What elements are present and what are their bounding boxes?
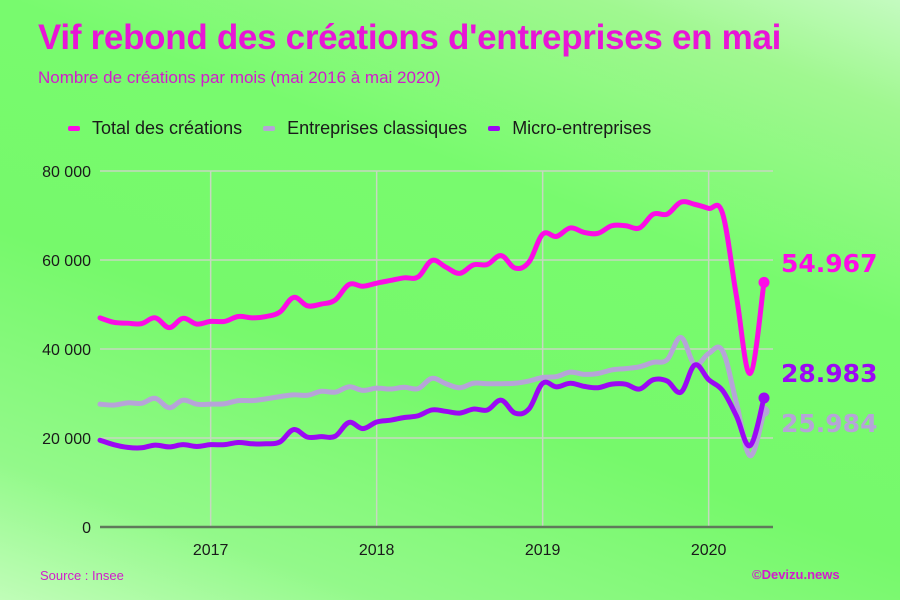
legend-label-classiques: Entreprises classiques bbox=[287, 118, 468, 138]
chart-title: Vif rebond des créations d'entreprises e… bbox=[38, 18, 782, 57]
y-tick-label: 20 000 bbox=[42, 431, 91, 448]
y-tick-label: 60 000 bbox=[42, 253, 91, 270]
x-axis-ticks: 2017 2018 2019 2020 bbox=[193, 542, 727, 559]
legend-label-micro: Micro-entreprises bbox=[512, 118, 652, 138]
end-label-micro: 28.983 bbox=[781, 359, 877, 388]
end-label-total: 54.967 bbox=[781, 249, 877, 278]
x-tick-label: 2020 bbox=[691, 542, 727, 559]
source-note: Source : Insee bbox=[40, 568, 124, 583]
end-value-labels: 54.967 28.983 25.984 bbox=[781, 249, 877, 438]
legend-swatch-micro bbox=[488, 126, 501, 131]
end-label-classiques: 25.984 bbox=[781, 409, 877, 438]
series-classiques-line bbox=[97, 334, 767, 459]
legend-item-total: Total des créations bbox=[68, 118, 242, 139]
series-micro-end-dot bbox=[758, 392, 770, 404]
legend-swatch-classiques bbox=[263, 126, 276, 131]
credit-note: ©Devizu.news bbox=[752, 567, 840, 582]
y-axis-ticks: 0 20 000 40 000 60 000 80 000 bbox=[42, 164, 91, 537]
legend-item-classiques: Entreprises classiques bbox=[263, 118, 467, 139]
series-lines bbox=[97, 199, 770, 459]
y-tick-label: 0 bbox=[82, 520, 91, 537]
legend-item-micro: Micro-entreprises bbox=[488, 118, 651, 139]
series-total-end-dot bbox=[758, 276, 770, 288]
legend-label-total: Total des créations bbox=[92, 118, 243, 138]
y-tick-label: 80 000 bbox=[42, 164, 91, 181]
legend-swatch-total bbox=[68, 126, 80, 131]
x-tick-label: 2018 bbox=[359, 542, 395, 559]
y-tick-label: 40 000 bbox=[42, 342, 91, 359]
chart-subtitle: Nombre de créations par mois (mai 2016 à… bbox=[38, 68, 441, 87]
x-tick-label: 2019 bbox=[525, 542, 561, 559]
series-micro-line bbox=[97, 362, 767, 451]
series-total-line bbox=[97, 199, 767, 376]
x-tick-label: 2017 bbox=[193, 542, 229, 559]
legend: Total des créations Entreprises classiqu… bbox=[68, 118, 672, 139]
